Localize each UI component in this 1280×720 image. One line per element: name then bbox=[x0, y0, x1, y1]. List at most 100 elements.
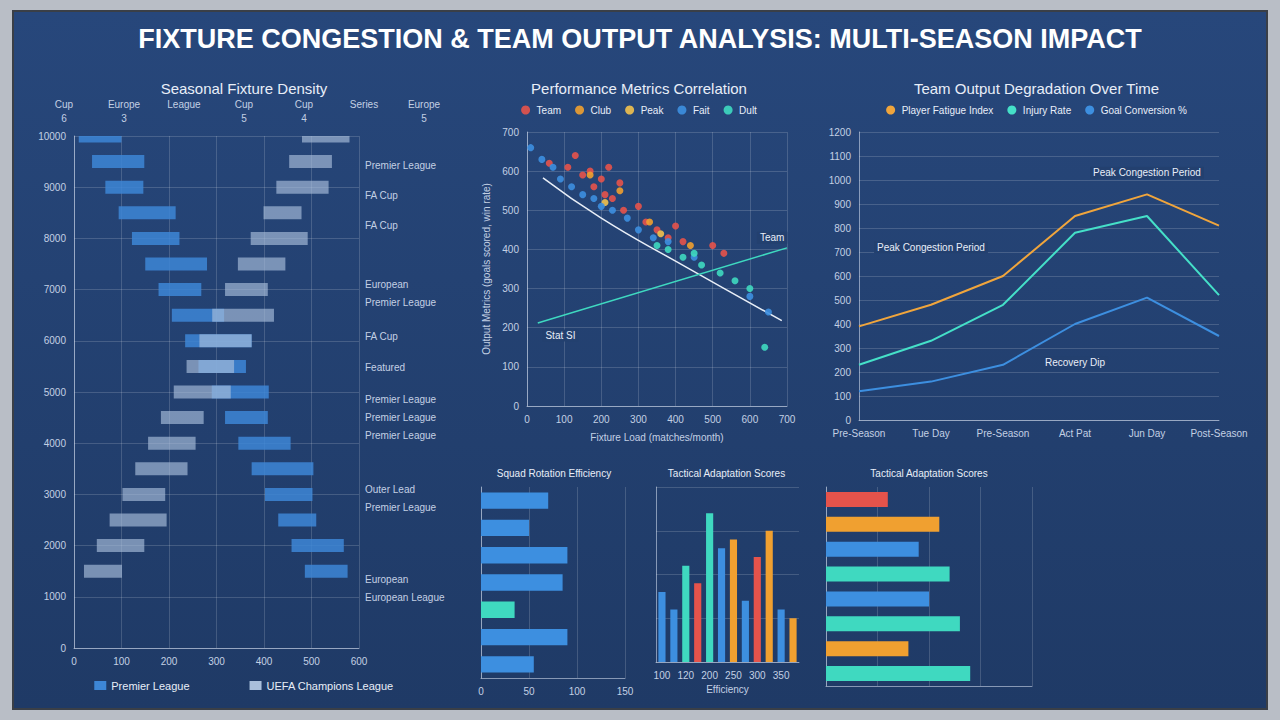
svg-text:1100: 1100 bbox=[829, 151, 851, 162]
svg-text:Pre-Season: Pre-Season bbox=[977, 428, 1030, 439]
svg-text:European: European bbox=[365, 574, 408, 585]
svg-text:Stat SI: Stat SI bbox=[545, 330, 575, 341]
svg-text:1000: 1000 bbox=[829, 175, 852, 186]
svg-text:Seasonal Fixture Density: Seasonal Fixture Density bbox=[161, 80, 328, 97]
svg-text:250: 250 bbox=[725, 670, 742, 681]
svg-text:0: 0 bbox=[845, 415, 851, 426]
svg-text:2000: 2000 bbox=[44, 540, 67, 551]
svg-text:Team: Team bbox=[537, 105, 561, 116]
svg-text:6000: 6000 bbox=[44, 335, 67, 346]
svg-text:Tactical Adaptation Scores: Tactical Adaptation Scores bbox=[870, 468, 987, 479]
svg-text:200: 200 bbox=[834, 367, 851, 378]
svg-text:300: 300 bbox=[749, 670, 766, 681]
svg-text:Pre-Season: Pre-Season bbox=[833, 428, 886, 439]
svg-text:Performance Metrics Correlatio: Performance Metrics Correlation bbox=[531, 80, 747, 97]
svg-text:Peak: Peak bbox=[641, 105, 665, 116]
svg-text:0: 0 bbox=[478, 686, 484, 697]
svg-text:6: 6 bbox=[61, 113, 67, 124]
svg-text:Club: Club bbox=[591, 105, 612, 116]
svg-text:400: 400 bbox=[502, 244, 519, 255]
svg-text:200: 200 bbox=[502, 322, 519, 333]
svg-text:Premier League: Premier League bbox=[111, 680, 189, 692]
svg-text:400: 400 bbox=[256, 656, 273, 667]
svg-text:Premier League: Premier League bbox=[365, 297, 437, 308]
svg-text:9000: 9000 bbox=[44, 182, 67, 193]
svg-text:3000: 3000 bbox=[44, 489, 67, 500]
svg-text:10000: 10000 bbox=[38, 131, 66, 142]
svg-text:Premier League: Premier League bbox=[365, 160, 437, 171]
svg-text:700: 700 bbox=[834, 247, 851, 258]
svg-text:European: European bbox=[365, 279, 408, 290]
svg-text:5: 5 bbox=[421, 113, 427, 124]
svg-text:0: 0 bbox=[60, 643, 66, 654]
svg-text:0: 0 bbox=[71, 656, 77, 667]
svg-text:Europe: Europe bbox=[408, 99, 441, 110]
svg-text:400: 400 bbox=[834, 319, 851, 330]
svg-text:500: 500 bbox=[502, 205, 519, 216]
svg-text:Efficiency: Efficiency bbox=[706, 684, 749, 695]
svg-text:FA Cup: FA Cup bbox=[365, 220, 398, 231]
svg-text:Post-Season: Post-Season bbox=[1190, 428, 1247, 439]
svg-text:League: League bbox=[167, 99, 201, 110]
svg-text:300: 300 bbox=[502, 283, 519, 294]
svg-text:Peak Congestion Period: Peak Congestion Period bbox=[1093, 167, 1201, 178]
svg-text:700: 700 bbox=[502, 127, 519, 138]
svg-text:European League: European League bbox=[365, 592, 445, 603]
svg-text:800: 800 bbox=[834, 223, 851, 234]
svg-text:Team Output Degradation Over T: Team Output Degradation Over Time bbox=[914, 80, 1159, 97]
svg-text:Featured: Featured bbox=[365, 362, 405, 373]
svg-text:200: 200 bbox=[161, 656, 178, 667]
svg-text:FA Cup: FA Cup bbox=[365, 190, 398, 201]
svg-text:50: 50 bbox=[523, 686, 535, 697]
svg-text:100: 100 bbox=[556, 414, 573, 425]
svg-text:400: 400 bbox=[667, 414, 684, 425]
svg-text:500: 500 bbox=[303, 656, 320, 667]
svg-text:0: 0 bbox=[513, 401, 519, 412]
svg-text:100: 100 bbox=[654, 670, 671, 681]
svg-text:Tue Day: Tue Day bbox=[912, 428, 949, 439]
svg-text:200: 200 bbox=[701, 670, 718, 681]
svg-text:8000: 8000 bbox=[44, 233, 67, 244]
svg-text:200: 200 bbox=[593, 414, 610, 425]
svg-text:0: 0 bbox=[524, 414, 530, 425]
svg-text:Premier League: Premier League bbox=[365, 394, 437, 405]
svg-text:Cup: Cup bbox=[55, 99, 74, 110]
svg-text:100: 100 bbox=[569, 686, 586, 697]
svg-text:300: 300 bbox=[208, 656, 225, 667]
svg-text:Tactical Adaptation Scores: Tactical Adaptation Scores bbox=[668, 468, 785, 479]
svg-text:4: 4 bbox=[301, 113, 307, 124]
svg-text:Jun Day: Jun Day bbox=[1129, 428, 1166, 439]
svg-text:Fixture Load (matches/month): Fixture Load (matches/month) bbox=[590, 432, 723, 443]
svg-text:150: 150 bbox=[617, 686, 634, 697]
svg-text:350: 350 bbox=[773, 670, 790, 681]
svg-text:Fait: Fait bbox=[693, 105, 710, 116]
svg-text:Premier League: Premier League bbox=[365, 502, 437, 513]
svg-text:Outer Lead: Outer Lead bbox=[365, 484, 415, 495]
svg-text:Team: Team bbox=[760, 232, 784, 243]
svg-text:Output Metrics (goals scored,: Output Metrics (goals scored, win rate) bbox=[481, 183, 492, 355]
svg-text:Cup: Cup bbox=[295, 99, 314, 110]
svg-text:7000: 7000 bbox=[44, 284, 67, 295]
svg-text:1000: 1000 bbox=[44, 591, 67, 602]
svg-text:1200: 1200 bbox=[829, 127, 852, 138]
svg-text:Premier League: Premier League bbox=[365, 430, 437, 441]
svg-text:Injury Rate: Injury Rate bbox=[1023, 105, 1072, 116]
svg-text:600: 600 bbox=[742, 414, 759, 425]
svg-text:FA Cup: FA Cup bbox=[365, 331, 398, 342]
svg-text:5000: 5000 bbox=[44, 387, 67, 398]
svg-text:100: 100 bbox=[113, 656, 130, 667]
svg-text:600: 600 bbox=[834, 271, 851, 282]
svg-text:100: 100 bbox=[502, 361, 519, 372]
svg-text:5: 5 bbox=[241, 113, 247, 124]
svg-text:Premier League: Premier League bbox=[365, 412, 437, 423]
svg-text:300: 300 bbox=[630, 414, 647, 425]
svg-text:700: 700 bbox=[779, 414, 796, 425]
svg-text:300: 300 bbox=[834, 343, 851, 354]
svg-text:600: 600 bbox=[351, 656, 368, 667]
svg-text:Dult: Dult bbox=[739, 105, 757, 116]
svg-text:120: 120 bbox=[677, 670, 694, 681]
svg-text:Series: Series bbox=[350, 99, 378, 110]
svg-text:UEFA Champions League: UEFA Champions League bbox=[267, 680, 394, 692]
svg-text:Goal Conversion %: Goal Conversion % bbox=[1101, 105, 1187, 116]
svg-text:600: 600 bbox=[502, 166, 519, 177]
